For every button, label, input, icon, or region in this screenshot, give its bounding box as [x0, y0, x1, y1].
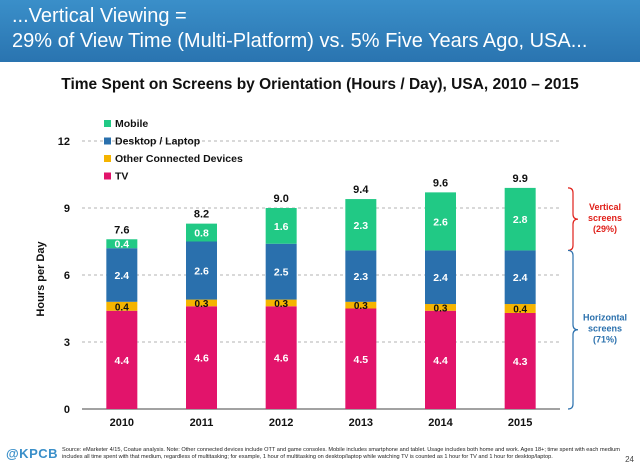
total-label: 8.2 — [194, 209, 209, 221]
bar-segment — [106, 310, 138, 409]
data-label: 4.6 — [194, 353, 209, 365]
data-label: 2.3 — [354, 220, 369, 232]
x-tick-label: 2014 — [428, 417, 453, 429]
legend-label: Other Connected Devices — [115, 153, 243, 165]
bar-segment — [504, 312, 536, 409]
bar-segment — [186, 299, 217, 307]
total-label: 9.9 — [513, 173, 528, 185]
data-label: 2.6 — [433, 216, 448, 228]
data-label: 2.5 — [274, 267, 289, 279]
data-label: 0.3 — [195, 299, 209, 310]
data-label: 0.3 — [434, 303, 448, 314]
bar-segment — [106, 239, 138, 249]
bar-segment — [265, 208, 297, 244]
header-line-1: ...Vertical Viewing = — [12, 5, 187, 27]
data-label: 0.8 — [194, 228, 209, 240]
vertical-screens-label: Vertical — [589, 202, 621, 212]
total-label: 9.0 — [274, 193, 289, 205]
bar-segment — [345, 308, 377, 409]
horizontal-screens-label: (71%) — [593, 335, 617, 345]
legend-swatch — [104, 172, 111, 180]
bar-segment — [504, 187, 536, 251]
legend-swatch — [104, 137, 111, 145]
horizontal-screens-brace — [567, 249, 579, 410]
y-tick-label: 12 — [58, 136, 70, 148]
y-tick-label: 0 — [64, 404, 70, 416]
data-label: 0.4 — [115, 302, 129, 313]
data-label: 0.3 — [274, 299, 288, 310]
data-label: 4.4 — [433, 355, 448, 367]
bar-segment — [345, 250, 377, 302]
x-tick-label: 2012 — [269, 417, 293, 429]
bar-segment — [345, 199, 377, 251]
page-number: 24 — [625, 455, 634, 464]
data-label: 4.3 — [513, 356, 528, 368]
header-banner: ...Vertical Viewing = 29% of View Time (… — [0, 0, 640, 62]
total-label: 7.6 — [114, 224, 129, 236]
data-label: 4.4 — [115, 355, 130, 367]
bar-segment — [504, 304, 536, 313]
x-tick-label: 2011 — [190, 417, 214, 429]
bar-segment — [425, 304, 456, 311]
total-label: 9.6 — [433, 177, 448, 189]
data-label: 1.6 — [274, 221, 289, 233]
vertical-screens-brace — [567, 187, 579, 252]
data-label: 4.5 — [354, 354, 369, 366]
bar-segment — [106, 301, 138, 311]
bar-segment — [425, 250, 456, 305]
data-label: 0.3 — [354, 301, 368, 312]
source-note: Source: eMarketer 4/15, Coatue analysis.… — [62, 447, 620, 460]
chart-title: Time Spent on Screens by Orientation (Ho… — [61, 76, 579, 93]
bar-segment — [345, 301, 377, 309]
vertical-screens-label: (29%) — [593, 224, 617, 234]
bar-segment — [265, 306, 297, 409]
bar-segment — [425, 310, 456, 409]
legend-swatch — [104, 155, 111, 162]
data-label: 2.4 — [433, 272, 448, 284]
vertical-screens-label: screens — [588, 213, 622, 223]
horizontal-screens-label: screens — [588, 324, 622, 334]
data-label: 2.4 — [513, 272, 528, 284]
bar-segment — [186, 223, 217, 242]
bar-segment — [106, 248, 138, 302]
kpcb-logo: @KPCB — [6, 446, 59, 461]
header-line-2: 29% of View Time (Multi-Platform) vs. 5%… — [12, 30, 588, 52]
legend-swatch — [104, 120, 111, 127]
y-tick-label: 9 — [64, 203, 70, 215]
horizontal-screens-label: Horizontal — [583, 313, 627, 323]
total-label: 9.4 — [353, 184, 369, 196]
x-tick-label: 2015 — [508, 417, 532, 429]
bar-segment — [186, 306, 217, 409]
data-label: 2.3 — [354, 271, 369, 283]
data-label: 2.4 — [115, 270, 130, 282]
bar-segment — [504, 250, 536, 305]
legend-label: TV — [115, 171, 128, 183]
y-tick-label: 6 — [64, 270, 70, 282]
x-tick-label: 2013 — [349, 417, 373, 429]
y-tick-label: 3 — [64, 337, 70, 349]
data-label: 4.6 — [274, 353, 289, 365]
data-label: 2.6 — [194, 266, 209, 278]
y-axis-label: Hours per Day — [35, 241, 47, 317]
legend-label: Mobile — [115, 118, 148, 130]
bar-segment — [186, 241, 217, 300]
data-label: 0.4 — [513, 305, 527, 316]
data-label: 0.4 — [115, 239, 130, 251]
bar-segment — [265, 243, 297, 300]
data-label: 2.8 — [513, 214, 528, 226]
bar-segment — [425, 192, 456, 251]
bar-segment — [265, 299, 297, 307]
legend-label: Desktop / Laptop — [115, 136, 200, 148]
x-tick-label: 2010 — [110, 417, 134, 429]
